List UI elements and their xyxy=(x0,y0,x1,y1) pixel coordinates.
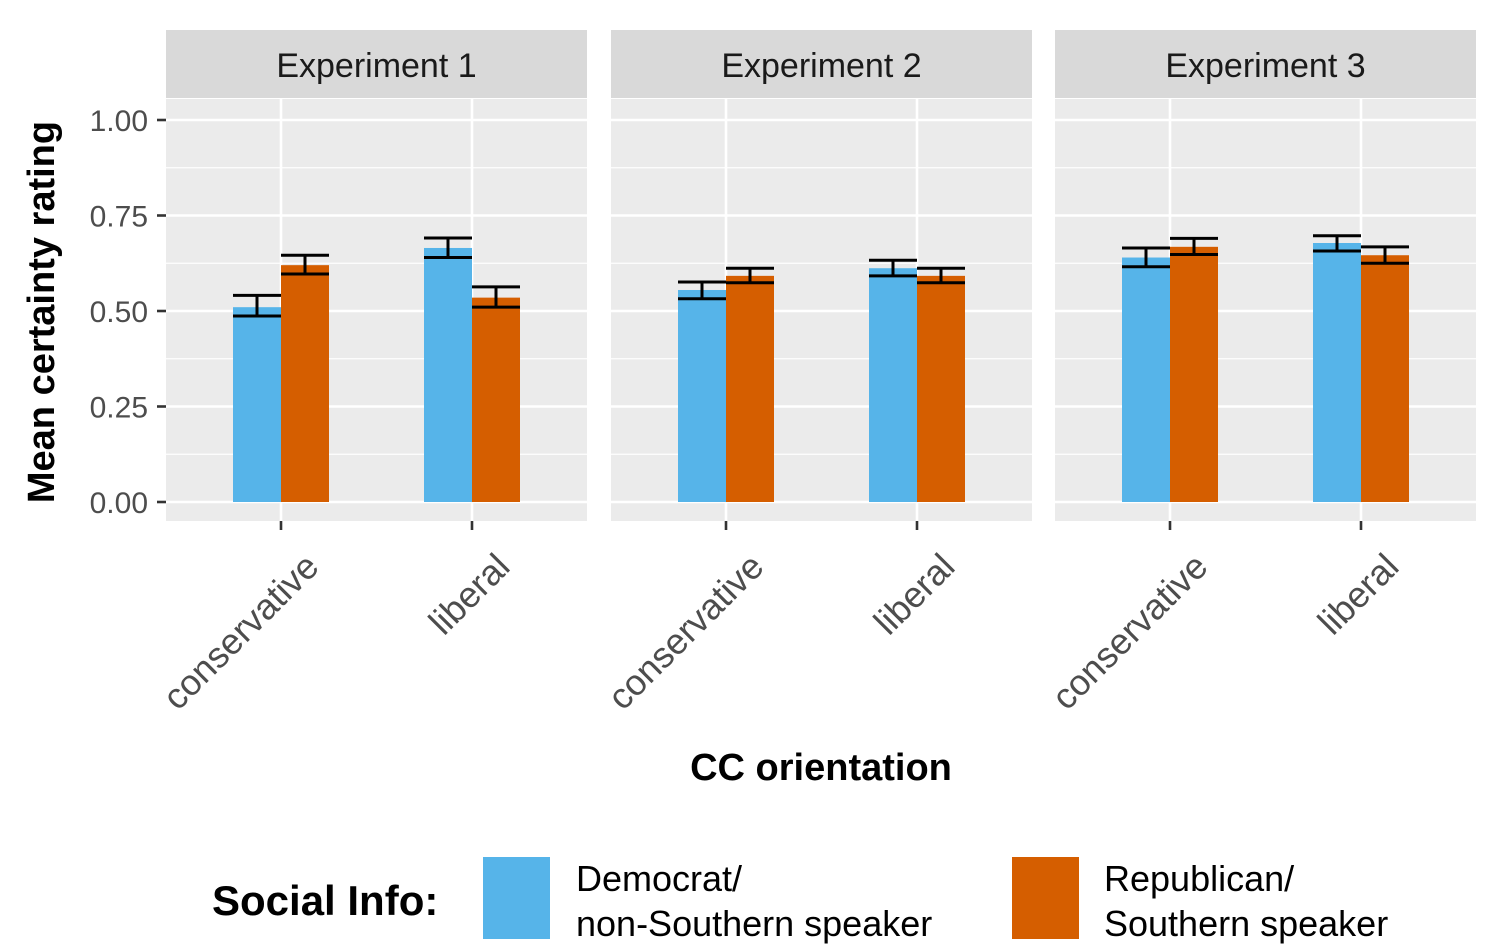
x-tick-label: conservative xyxy=(600,545,772,717)
bar xyxy=(233,307,281,502)
y-axis: 0.00 0.25 0.50 0.75 1.00 xyxy=(90,105,166,520)
legend-label-democrat-line1: Democrat/ xyxy=(576,858,742,899)
legend-swatch-republican xyxy=(1012,857,1079,939)
bar xyxy=(726,275,774,502)
legend: Social Info: Democrat/ non-Southern spea… xyxy=(212,857,1388,944)
y-axis-title: Mean certainty rating xyxy=(21,121,63,503)
legend-label-republican-line1: Republican/ xyxy=(1104,858,1294,899)
x-tick-label: liberal xyxy=(866,545,963,642)
y-tick-label: 0.50 xyxy=(90,296,148,329)
bar xyxy=(1122,257,1170,502)
legend-label-democrat-line2: non-Southern speaker xyxy=(576,903,932,944)
bar xyxy=(281,265,329,502)
facet-strip-label: Experiment 1 xyxy=(276,47,476,85)
facet-strip xyxy=(166,30,587,98)
legend-label-republican-line2: Southern speaker xyxy=(1104,903,1388,944)
panel-3: Experiment 3 conservative liberal xyxy=(1044,30,1476,717)
y-tick-label: 1.00 xyxy=(90,105,148,138)
facet-strip xyxy=(611,30,1032,98)
bar xyxy=(1313,243,1361,502)
x-axis-title: CC orientation xyxy=(690,747,952,789)
x-tick-label: conservative xyxy=(155,545,327,717)
y-tick-label: 0.00 xyxy=(90,487,148,520)
bar xyxy=(869,268,917,502)
x-tick-label: liberal xyxy=(1310,545,1407,642)
y-tick-label: 0.75 xyxy=(90,201,148,234)
panel-2: Experiment 2 conservative liberal xyxy=(600,30,1032,717)
x-tick-label: liberal xyxy=(421,545,518,642)
bar xyxy=(472,297,520,502)
legend-title: Social Info: xyxy=(212,877,438,924)
facet-strip-label: Experiment 2 xyxy=(721,47,921,85)
bar xyxy=(424,247,472,502)
x-tick-label: conservative xyxy=(1044,545,1216,717)
panel-1: Experiment 1 conservative liberal xyxy=(155,30,587,717)
facet-strip xyxy=(1055,30,1476,98)
facet-strip-label: Experiment 3 xyxy=(1165,47,1365,85)
y-tick-label: 0.25 xyxy=(90,392,148,425)
bar xyxy=(1170,246,1218,502)
legend-swatch-democrat xyxy=(483,857,550,939)
bar xyxy=(917,275,965,502)
bar xyxy=(1361,255,1409,502)
bar xyxy=(678,289,726,502)
